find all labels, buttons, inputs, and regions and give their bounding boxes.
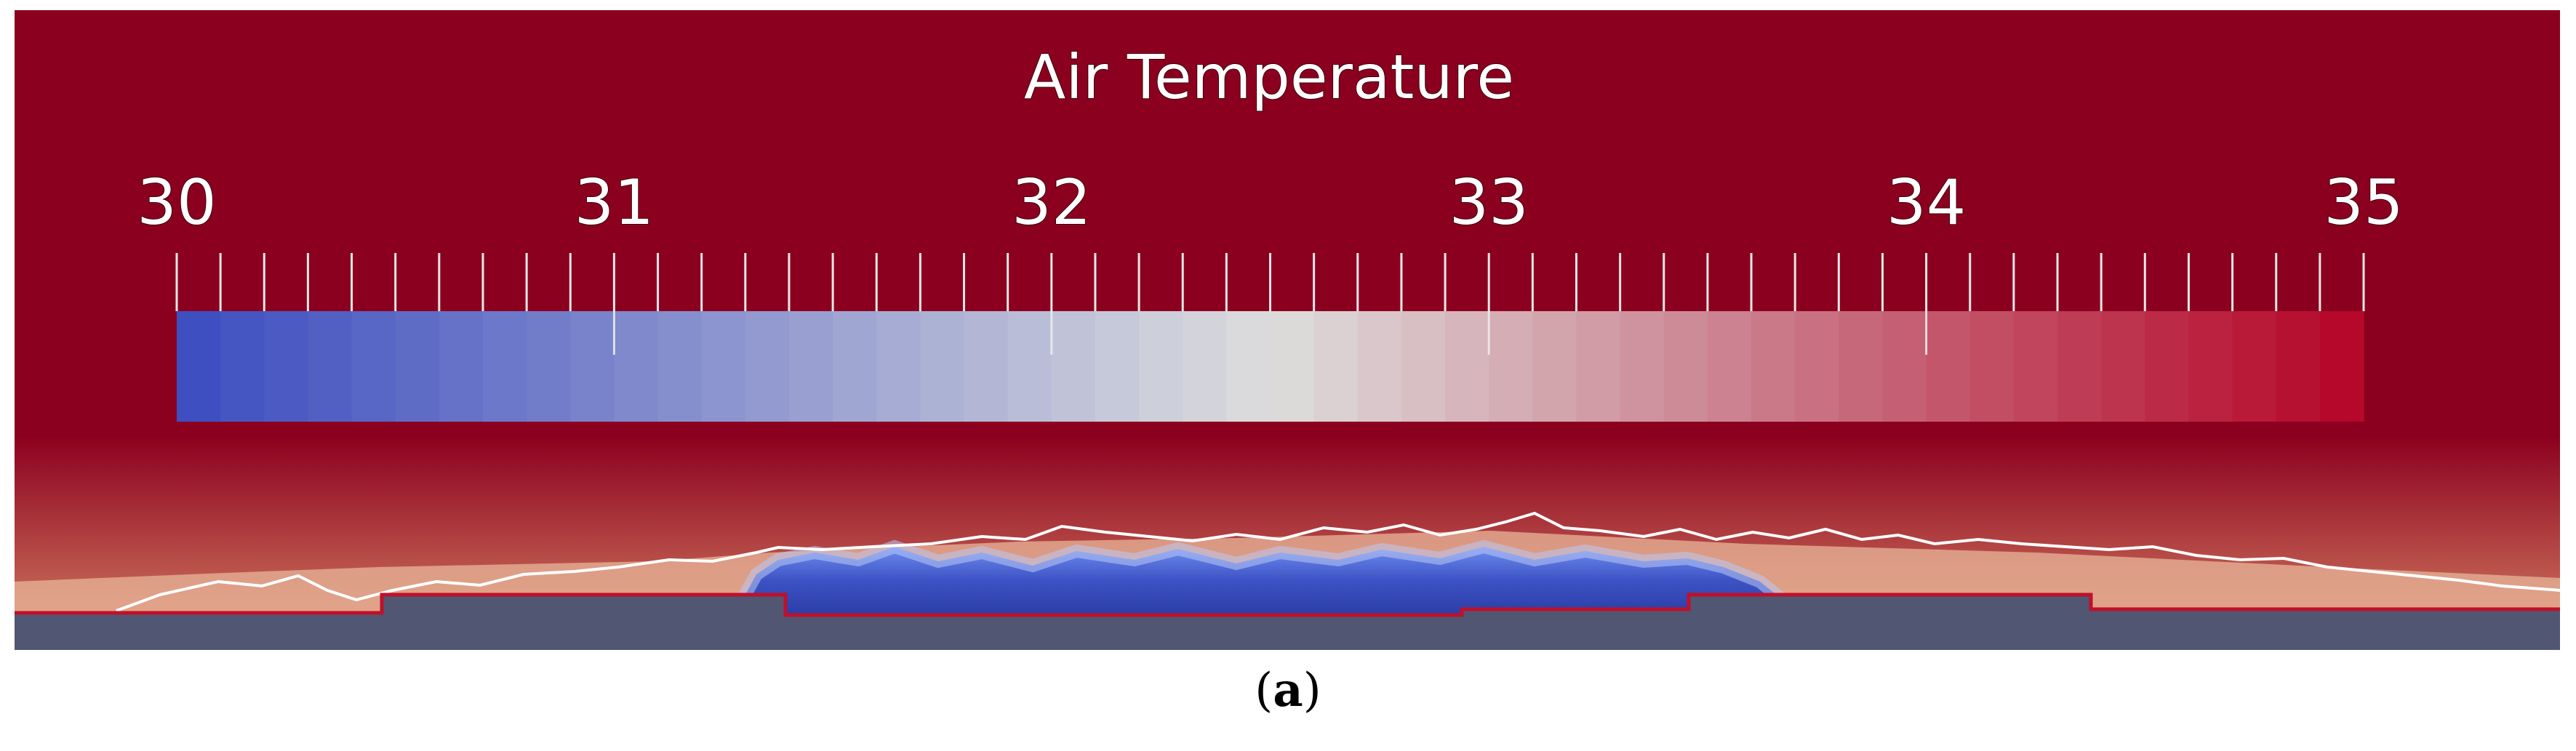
ground-terrain [15,595,2560,650]
colorbar-cell [482,311,527,422]
colorbar-cells [177,311,2364,422]
colorbar-cell [788,311,833,422]
figure-caption: (a) [1255,663,1321,718]
colorbar-cell [1051,311,1096,422]
colorbar-cell [833,311,878,422]
colorbar-cell [1882,311,1927,422]
colorbar-tick-labels: 30 31 32 33 34 35 [136,166,2404,240]
colorbar-cell [745,311,790,422]
colorbar-cell [439,311,484,422]
cold-pool-edge [729,539,1793,618]
colorbar-cell [570,311,615,422]
colorbar-cell [1707,311,1752,422]
colorbar-tick-label: 30 [137,166,216,239]
colorbar-cell [1139,311,1184,422]
colorbar-cell [1445,311,1489,422]
colorbar-cell [2145,311,2190,422]
colorbar-tick-label: 34 [1887,166,1966,239]
colorbar-cell [614,311,659,422]
colorbar-cell [1007,311,1052,422]
colorbar-cell [1095,311,1140,422]
colorbar-cell [527,311,572,422]
colorbar-cell [395,311,440,422]
colorbar-cell [876,311,921,422]
colorbar-cell [1751,311,1796,422]
colorbar-tick-label: 31 [575,166,654,239]
figure-title: Air Temperature [1024,41,1514,113]
colorbar-cell [1576,311,1621,422]
colorbar: 30 31 32 33 34 35 [136,166,2404,422]
caption-label: a [1273,663,1303,718]
colorbar-cell [1183,311,1228,422]
colorbar-cell [264,311,309,422]
colorbar-cell [1620,311,1665,422]
temperature-isoline [116,511,2560,612]
colorbar-cell [1839,311,1884,422]
colorbar-cell [1489,311,1534,422]
colorbar-cell [220,311,265,422]
colorbar-cell [2232,311,2277,422]
colorbar-cell [308,311,353,422]
colorbar-cell [1532,311,1577,422]
ground-outline [15,593,2560,617]
colorbar-cell [1270,311,1315,422]
colorbar-cell [2319,311,2364,422]
colorbar-cell [351,311,396,422]
colorbar-cell [2101,311,2146,422]
colorbar-cell [177,311,221,422]
colorbar-cell [1663,311,1708,422]
colorbar-cell [1357,311,1402,422]
colorbar-cell [701,311,746,422]
colorbar-tick-label: 33 [1449,166,1528,239]
colorbar-cell [1313,311,1359,422]
colorbar-tick-label: 35 [2324,166,2403,239]
colorbar-cell [2057,311,2102,422]
colorbar-cell [1926,311,1971,422]
colorbar-cell [2276,311,2321,422]
colorbar-cell [657,311,703,422]
colorbar-minor-ticks [175,253,2365,311]
colorbar-major-ticks [612,311,1928,355]
colorbar-cell [1969,311,2015,422]
colorbar-cell [1401,311,1446,422]
colorbar-cell [920,311,965,422]
colorbar-cell [1226,311,1271,422]
colorbar-cell [2013,311,2058,422]
colorbar-cell [964,311,1009,422]
colorbar-cell [2188,311,2233,422]
colorbar-cell [1795,311,1840,422]
colorbar-tick-label: 32 [1012,166,1091,239]
